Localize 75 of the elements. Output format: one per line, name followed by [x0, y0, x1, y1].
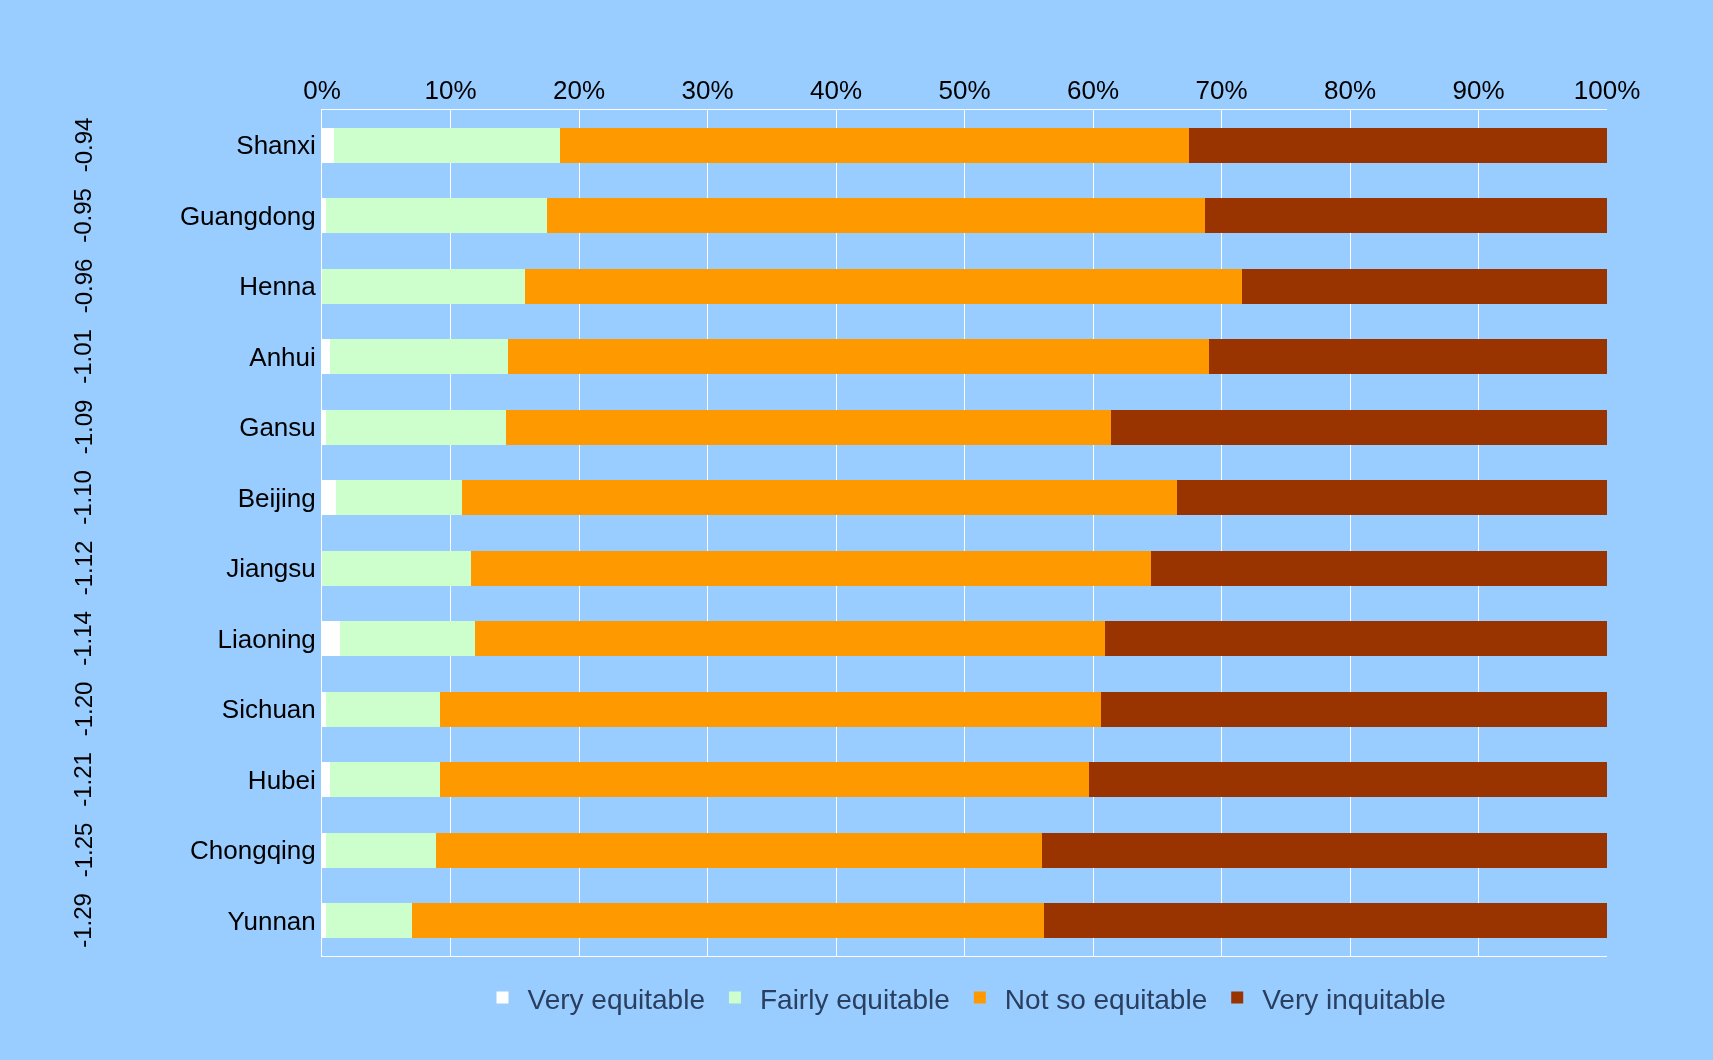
bar: [411, 903, 1045, 939]
bar: [1208, 339, 1607, 375]
bar: [329, 339, 509, 375]
bar: [325, 198, 547, 234]
y2-tick-label: -1.10: [69, 470, 97, 525]
bar: [440, 762, 1090, 798]
x-tick-label: 80%: [1323, 74, 1377, 105]
y2-tick-label: -0.96: [69, 258, 97, 314]
bar: [336, 480, 463, 516]
bar: [325, 903, 412, 939]
bar: [325, 832, 437, 868]
y-tick-label: Gansu: [239, 412, 316, 443]
bar: [325, 409, 506, 445]
bar: [1089, 762, 1607, 798]
bar: [1204, 198, 1607, 234]
y2-tick-label: -1.20: [69, 681, 97, 737]
x-tick-label: 90%: [1452, 74, 1505, 105]
bar: [436, 832, 1042, 868]
x-tick-label: 0%: [303, 74, 341, 105]
bar: [1150, 550, 1607, 586]
bar: [462, 480, 1177, 516]
x-tick-label: 50%: [938, 74, 991, 105]
y-tick-label: Shanxi: [236, 130, 316, 161]
x-tick-label: 100%: [1573, 74, 1641, 105]
x-tick-label: 20%: [552, 74, 606, 105]
y2-tick-label: -1.21: [69, 752, 97, 807]
y-tick-label: Beijing: [237, 482, 316, 513]
bar: [440, 691, 1101, 727]
bar: [508, 339, 1209, 375]
bar: [322, 550, 472, 586]
bar: [1242, 268, 1607, 304]
bar: [339, 621, 475, 657]
bar: [329, 762, 441, 798]
bar: [1041, 832, 1607, 868]
legend-label: Very equitable: [527, 983, 705, 1015]
legend-label: Not so equitable: [1004, 983, 1208, 1015]
y-tick-label: Chongqing: [190, 835, 316, 866]
bar: [505, 409, 1111, 445]
x-tick-label: 10%: [424, 74, 477, 105]
bar: [1110, 409, 1607, 445]
y-tick-label: Liaoning: [217, 623, 316, 654]
y2-tick-label: -1.25: [69, 822, 97, 878]
x-tick-label: 60%: [1066, 74, 1120, 105]
y-tick-label: Henna: [239, 271, 317, 302]
legend-label: Very inquitable: [1262, 983, 1446, 1015]
y-tick-label: Hubei: [247, 764, 316, 795]
y2-tick-label: -0.94: [69, 117, 97, 173]
bar: [471, 550, 1151, 586]
x-tick-label: 30%: [681, 74, 734, 105]
bar: [1100, 691, 1607, 727]
y2-tick-label: -0.95: [69, 188, 97, 243]
y-tick-label: Guangdong: [179, 200, 316, 231]
y-tick-label: Anhui: [249, 341, 316, 372]
bar: [1044, 903, 1607, 939]
y-tick-label: Jiangsu: [226, 553, 316, 584]
y2-tick-label: -1.12: [69, 540, 97, 596]
x-tick-label: 40%: [809, 74, 863, 105]
y2-tick-label: -1.29: [69, 893, 97, 948]
bar: [333, 127, 560, 163]
x-tick-label: 70%: [1195, 74, 1248, 105]
bar: [546, 198, 1205, 234]
bar: [559, 127, 1190, 163]
bar: [525, 268, 1243, 304]
y2-tick-label: -1.01: [69, 329, 97, 384]
y-tick-label: Sichuan: [221, 694, 316, 725]
bar: [474, 621, 1105, 657]
y2-tick-label: -1.14: [69, 611, 97, 666]
legend-label: Fairly equitable: [759, 983, 950, 1015]
y-tick-label: Yunnan: [227, 905, 316, 936]
bar: [325, 691, 441, 727]
bar: [1176, 480, 1607, 516]
y2-tick-label: -1.09: [69, 399, 97, 455]
bar: [1104, 621, 1607, 657]
bar: [322, 268, 526, 304]
bar: [1189, 127, 1607, 163]
